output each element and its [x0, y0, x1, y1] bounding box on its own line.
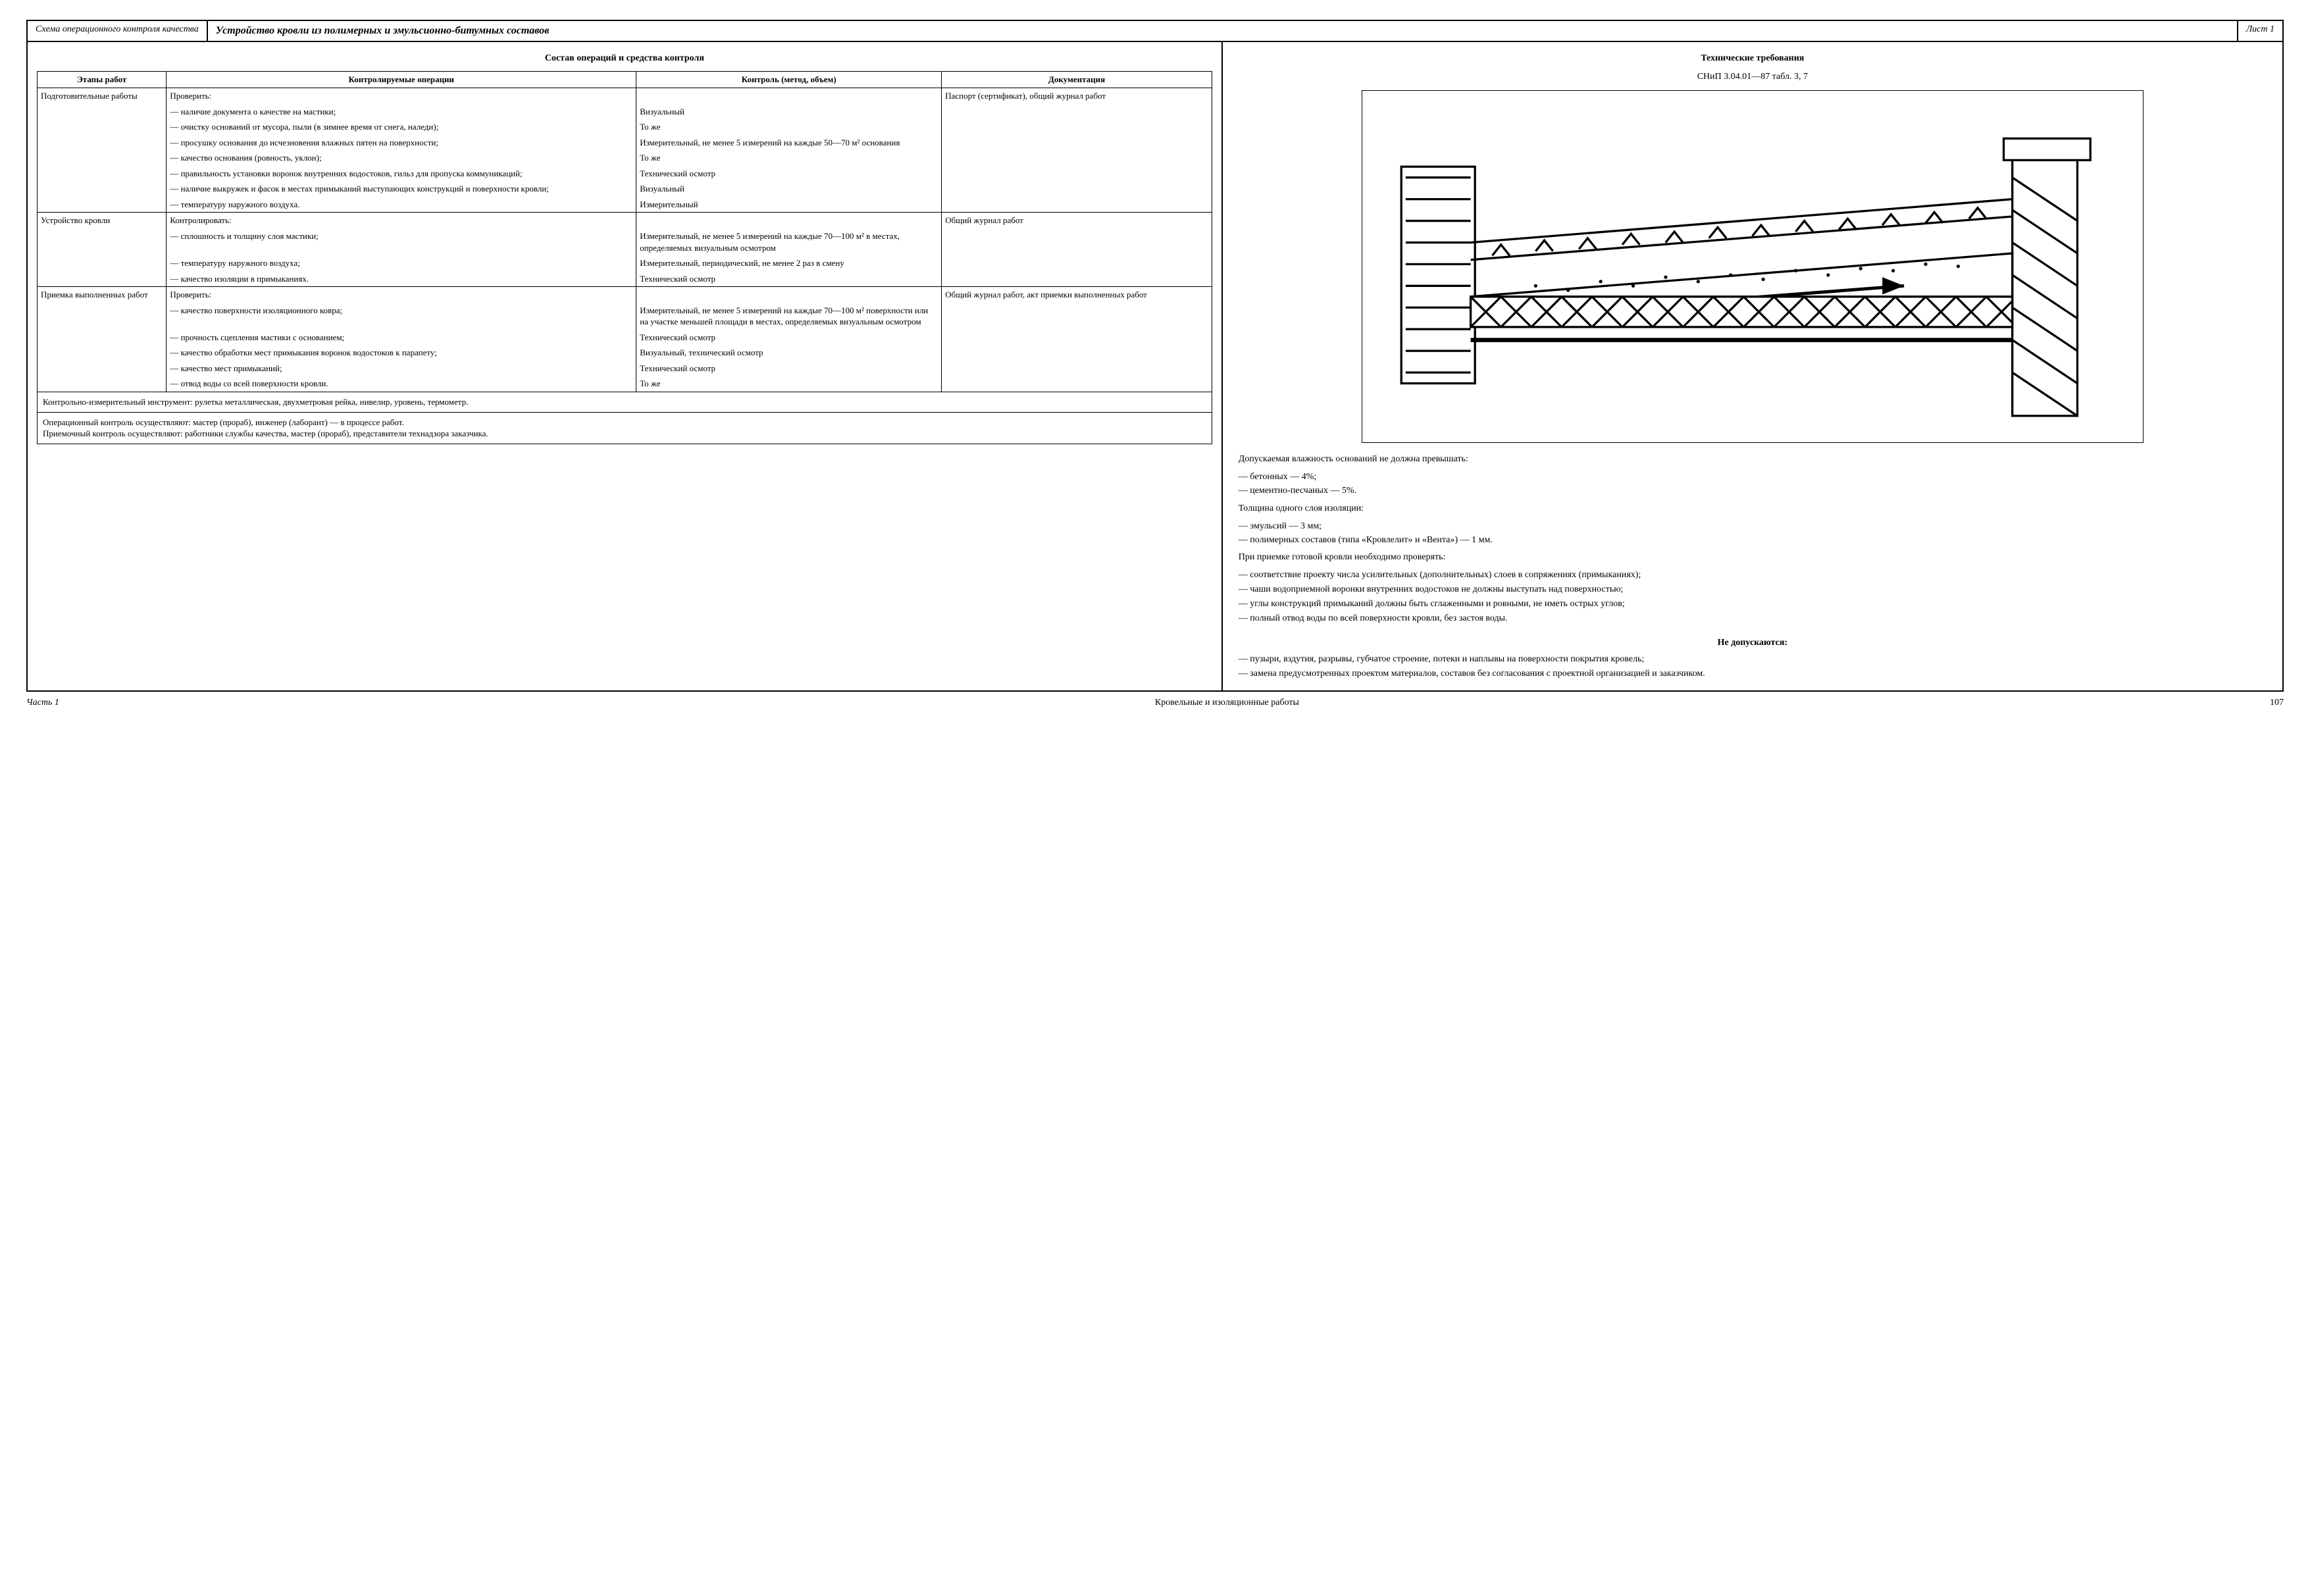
roof-diagram [1362, 90, 2143, 443]
operation-item: — отвод воды со всей поверхности кровли. [167, 376, 636, 392]
operations-intro: Проверить: [167, 287, 636, 303]
humidity-concrete: — бетонных — 4%; [1239, 471, 2267, 484]
operation-item: — качество обработки мест примыкания вор… [167, 345, 636, 361]
control-table-body: Подгото­вительные работыПроверить:Паспор… [38, 88, 1212, 392]
operation-item: — качество мест примыканий; [167, 361, 636, 376]
control-cell [636, 287, 942, 303]
operation-item: — качество изоляции в примыканиях. [167, 271, 636, 287]
acceptance-list: — соответствие проекту числа усилительны… [1239, 569, 2267, 625]
operations-intro: Проверить: [167, 88, 636, 104]
operation-item: — сплошность и толщину слоя масти­ки; [167, 228, 636, 255]
note-operational: Операционный контроль осуществляют: маст… [43, 417, 1206, 428]
header-sheet: Лист 1 [2238, 21, 2282, 41]
th-docs: Документация [942, 72, 1212, 88]
header-left: Схема операционного контроля качества [28, 21, 208, 41]
control-method: Измерительный, не менее 5 измерений на к… [636, 135, 942, 151]
acceptance-item: — полный отвод воды по всей поверхности … [1239, 613, 2267, 625]
control-method: Измерительный, не менее 5 измерений на к… [636, 303, 942, 330]
operations-intro: Контролировать: [167, 213, 636, 228]
content-columns: Состав операций и средства контроля Этап… [28, 42, 2282, 690]
footer-section: Кровельные и изоляционные работы [1155, 697, 1299, 709]
th-control: Контроль (метод, объем) [636, 72, 942, 88]
operation-item: — просушку основания до исчезнове­ния вл… [167, 135, 636, 151]
operation-item: — наличие документа о качестве на мастик… [167, 104, 636, 120]
header-title: Устройство кровли из полимерных и эмульс… [208, 21, 2238, 41]
operation-item: — очистку оснований от мусора, пыли (в з… [167, 119, 636, 135]
humidity-head: Допускаемая влажность оснований не должн… [1239, 453, 2267, 466]
operation-item: — правильность установки воронок внутрен… [167, 166, 636, 182]
control-method: Технический осмотр [636, 330, 942, 346]
acceptance-item: — чаши водоприемной воронки внутренних в… [1239, 584, 2267, 596]
footer: Часть 1 Кровельные и изоляционные работы… [26, 692, 2284, 709]
control-method: Визуальный [636, 104, 942, 120]
th-operations: Контролируемые операции [167, 72, 636, 88]
header-row: Схема операционного контроля качества Ус… [28, 21, 2282, 42]
humidity-cement: — цементно-песчаных — 5%. [1239, 485, 2267, 498]
operation-item: — качество основания (ровность, ук­лон); [167, 150, 636, 166]
page-frame: Схема операционного контроля качества Ус… [26, 20, 2284, 692]
control-method: Измерительный [636, 197, 942, 213]
control-table: Этапы работ Контролируемые операции Конт… [37, 71, 1212, 392]
control-method: Визуальный [636, 181, 942, 197]
note-instruments: Контрольно-измерительный инструмент: рул… [37, 392, 1212, 413]
th-stage: Этапы работ [38, 72, 167, 88]
note-acceptance: Приемочный контроль осуществляют: работн… [43, 428, 1206, 440]
operation-item: — температуру наружного воздуха; [167, 255, 636, 271]
thickness-emulsion: — эмульсий — 3 мм; [1239, 521, 2267, 533]
left-column: Состав операций и средства контроля Этап… [28, 42, 1223, 690]
control-method: Измерительный, не менее 5 измерений на к… [636, 228, 942, 255]
not-allowed-title: Не допускаются: [1239, 637, 2267, 650]
footer-part: Часть 1 [26, 697, 59, 709]
left-section-title: Состав операций и средства контроля [37, 53, 1212, 65]
not-allowed-list: — пузыри, вздутия, разрывы, губчатое стр… [1239, 654, 2267, 681]
note-control-roles: Операционный контроль осуществляют: маст… [37, 413, 1212, 444]
operation-item: — наличие выкружек и фасок в местах прим… [167, 181, 636, 197]
control-method: Технический осмотр [636, 361, 942, 376]
acceptance-head: При приемке готовой кровли необходимо пр… [1239, 552, 2267, 564]
operation-item: — качество поверхности изоляционного ков… [167, 303, 636, 330]
stage-cell: Подгото­вительные работы [38, 88, 167, 213]
operation-item: — прочность сцепления мастики с осно­ван… [167, 330, 636, 346]
roof-diagram-svg [1362, 91, 2142, 438]
control-cell [636, 213, 942, 228]
footer-page-number: 107 [2270, 697, 2284, 709]
docs-cell: Паспорт (серти­фикат), общий журнал рабо… [942, 88, 1212, 213]
thickness-head: Толщина одного слоя изоляции: [1239, 503, 2267, 515]
control-method: То же [636, 119, 942, 135]
control-method: То же [636, 150, 942, 166]
docs-cell: Общий журнал работ [942, 213, 1212, 287]
docs-cell: Общий журнал работ, акт прием­ки выполне… [942, 287, 1212, 392]
stage-cell: Устройст­во кровли [38, 213, 167, 287]
control-method: Технический осмотр [636, 271, 942, 287]
operation-item: — температуру наружного воздуха. [167, 197, 636, 213]
control-cell [636, 88, 942, 104]
control-method: Визуальный, технический осмотр [636, 345, 942, 361]
acceptance-item: — углы конструкций примыканий должны быт… [1239, 598, 2267, 611]
not-allowed-item: — пузыри, вздутия, разрывы, губчатое стр… [1239, 654, 2267, 666]
control-method: То же [636, 376, 942, 392]
right-column: Технические требования СНиП 3.04.01—87 т… [1223, 42, 2282, 690]
not-allowed-item: — замена предусмотренных проектом матери… [1239, 668, 2267, 681]
stage-cell: Приемка выполнен­ных работ [38, 287, 167, 392]
thickness-polymer: — полимерных составов (типа «Кровлелит» … [1239, 534, 2267, 547]
acceptance-item: — соответствие проекту числа усилительны… [1239, 569, 2267, 582]
control-method: Технический осмотр [636, 166, 942, 182]
snip-reference: СНиП 3.04.01—87 табл. 3, 7 [1239, 71, 2267, 84]
control-method: Измерительный, пе­риодический, не ме­нее… [636, 255, 942, 271]
right-section-title: Технические требования [1239, 53, 2267, 65]
